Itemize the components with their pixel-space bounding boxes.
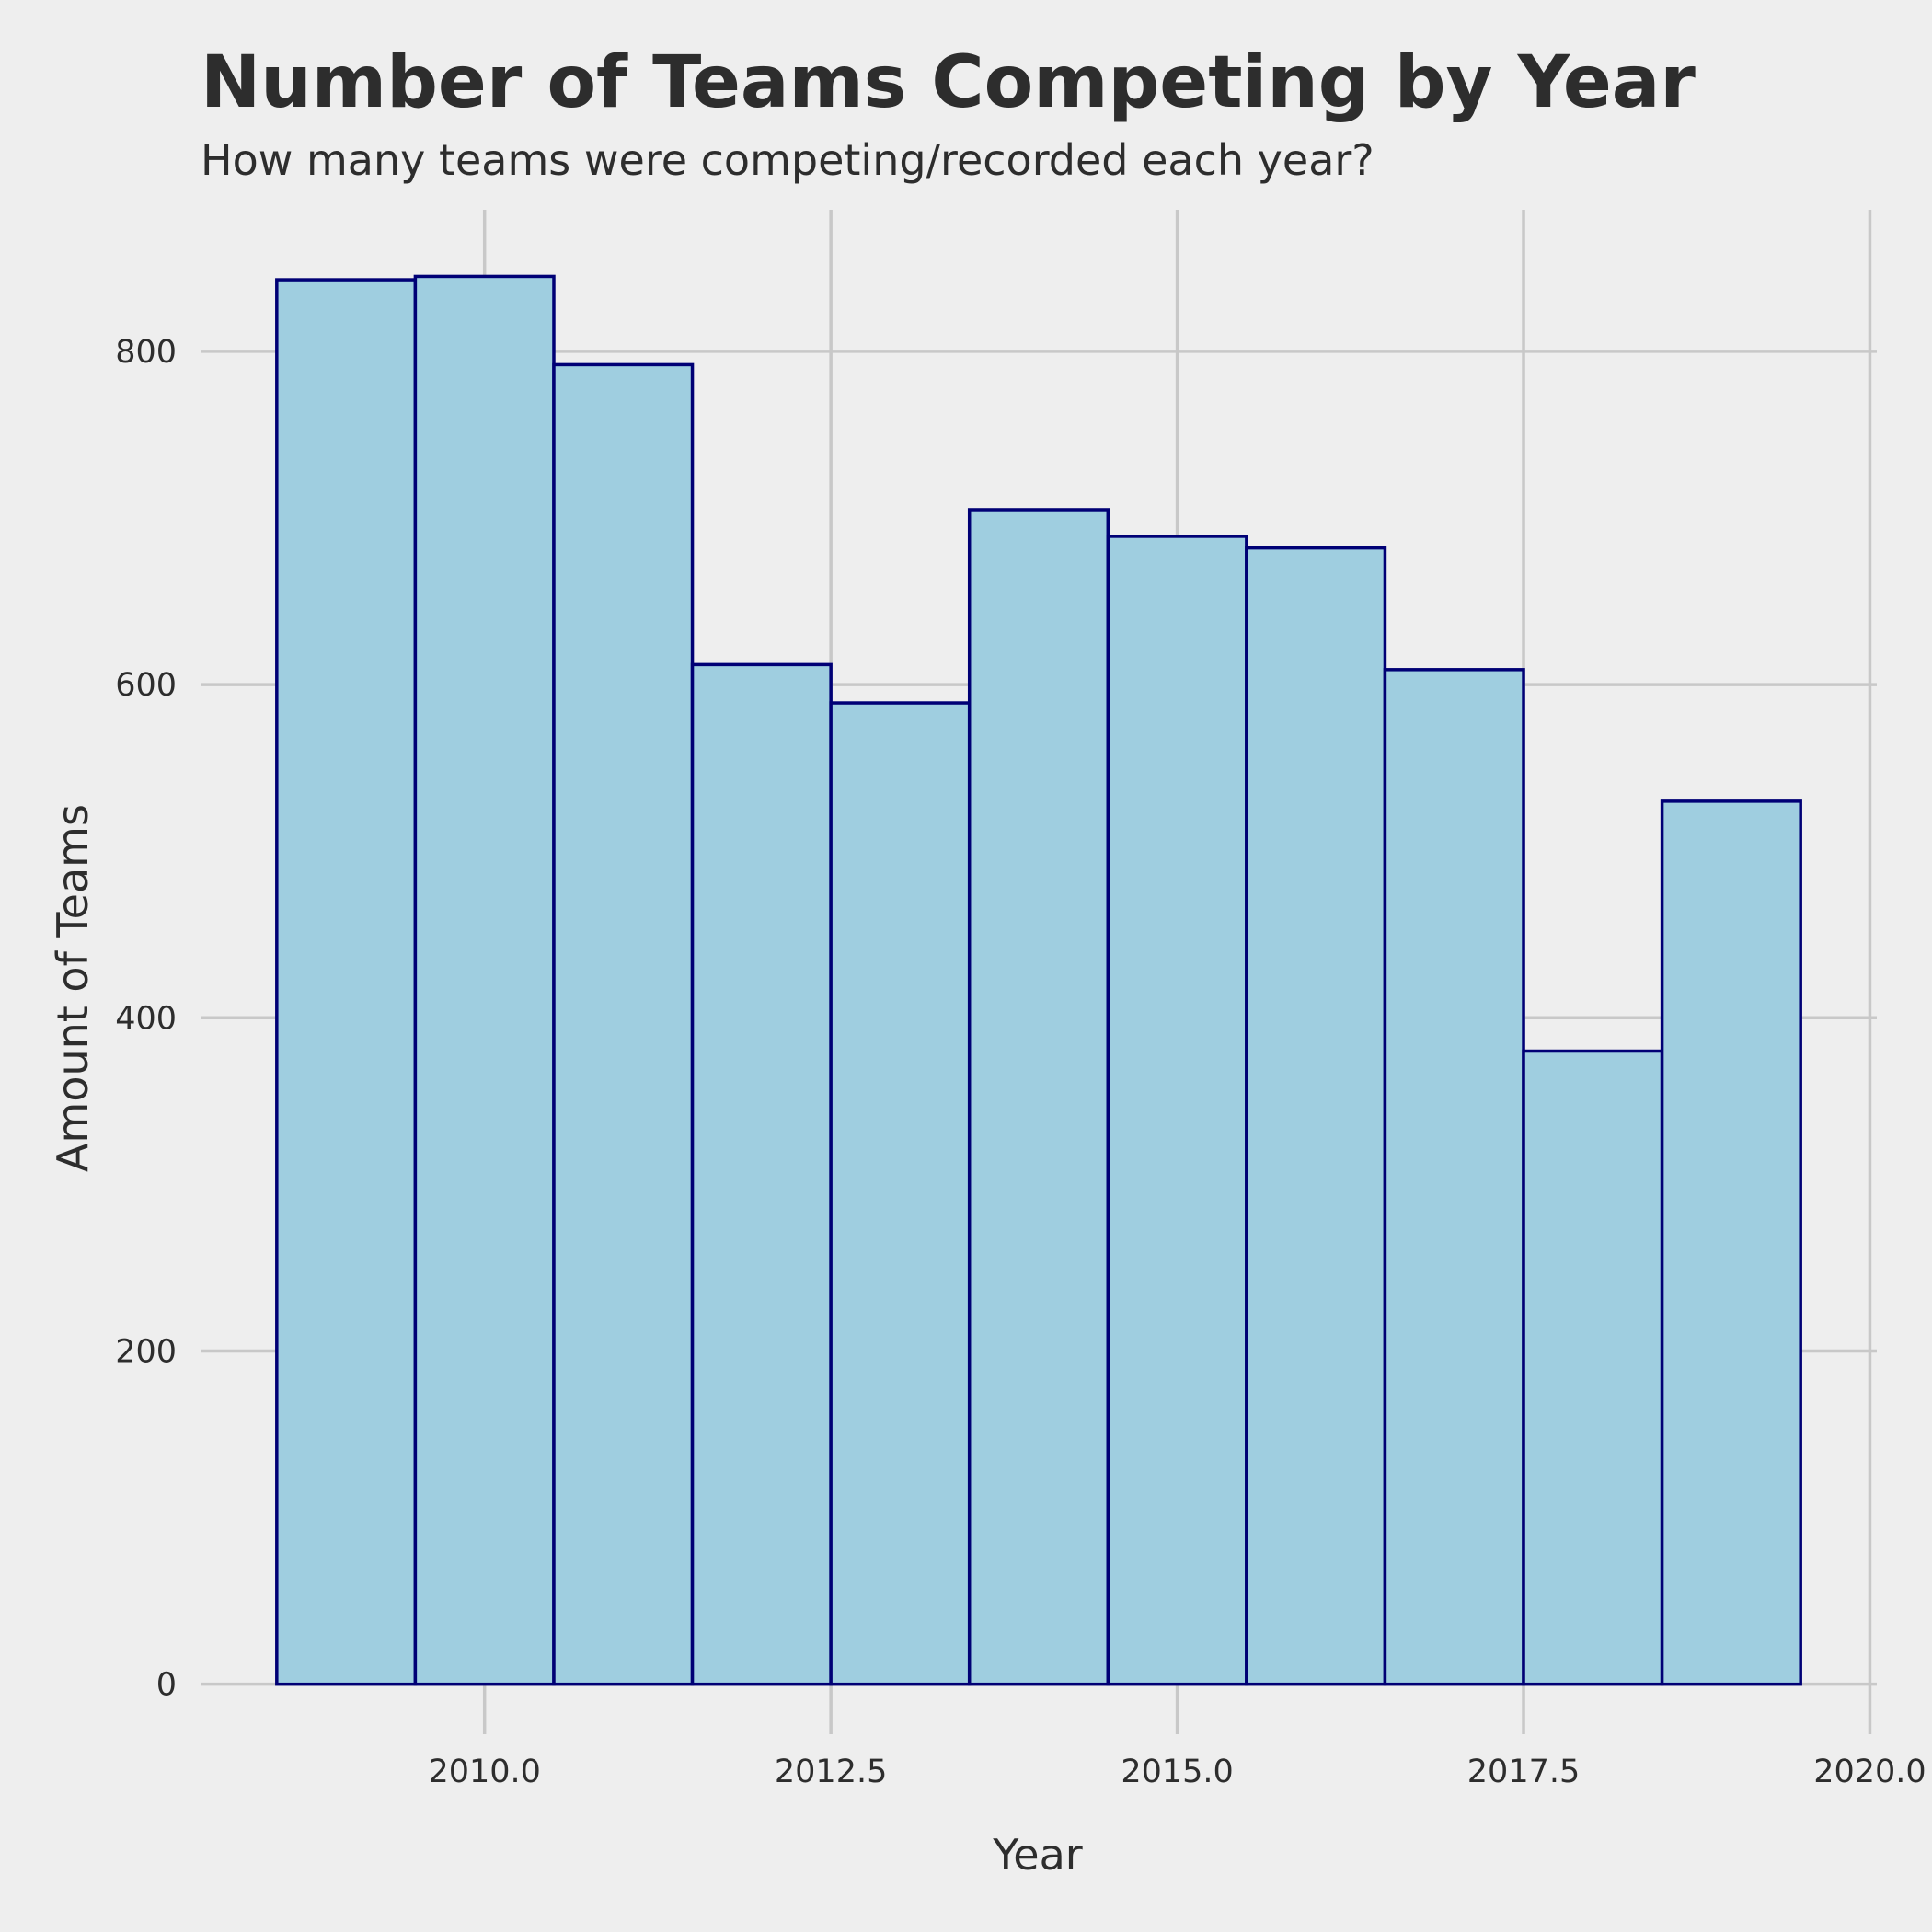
tick-labels: 0 200 400 600 800 2010.0 2012.5 2015.0 2017.5 202…	[115, 334, 1926, 1790]
x-tick-label: 2015.0	[1121, 1754, 1233, 1790]
y-tick-label: 600	[115, 667, 177, 704]
bar-2018	[1522, 1049, 1664, 1686]
bar-2016	[1245, 546, 1387, 1686]
x-tick-label: 2012.5	[775, 1754, 887, 1790]
x-tick-label: 2020.0	[1813, 1754, 1926, 1790]
bar-2010	[413, 274, 556, 1686]
y-tick-label: 0	[156, 1667, 177, 1704]
bar-2012	[690, 662, 833, 1686]
x-tick-label: 2017.5	[1467, 1754, 1580, 1790]
y-axis-label: Amount of Teams	[48, 804, 98, 1172]
bar-2019	[1660, 799, 1802, 1686]
y-tick-label: 800	[115, 334, 177, 371]
bar-2017	[1383, 668, 1525, 1686]
bar-2014	[967, 508, 1110, 1686]
x-axis-label: Year	[992, 1830, 1082, 1880]
y-tick-label: 400	[115, 1000, 177, 1037]
bar-2013	[829, 701, 972, 1686]
chart-title: Number of Teams Competing by Year	[201, 41, 1696, 124]
chart-subtitle: How many teams were competing/recorded e…	[201, 135, 1374, 185]
x-tick-label: 2010.0	[428, 1754, 540, 1790]
bars	[275, 274, 1802, 1686]
bar-2011	[552, 362, 695, 1686]
bar-2015	[1106, 535, 1248, 1686]
y-tick-label: 200	[115, 1333, 177, 1370]
bar-2009	[275, 278, 418, 1686]
